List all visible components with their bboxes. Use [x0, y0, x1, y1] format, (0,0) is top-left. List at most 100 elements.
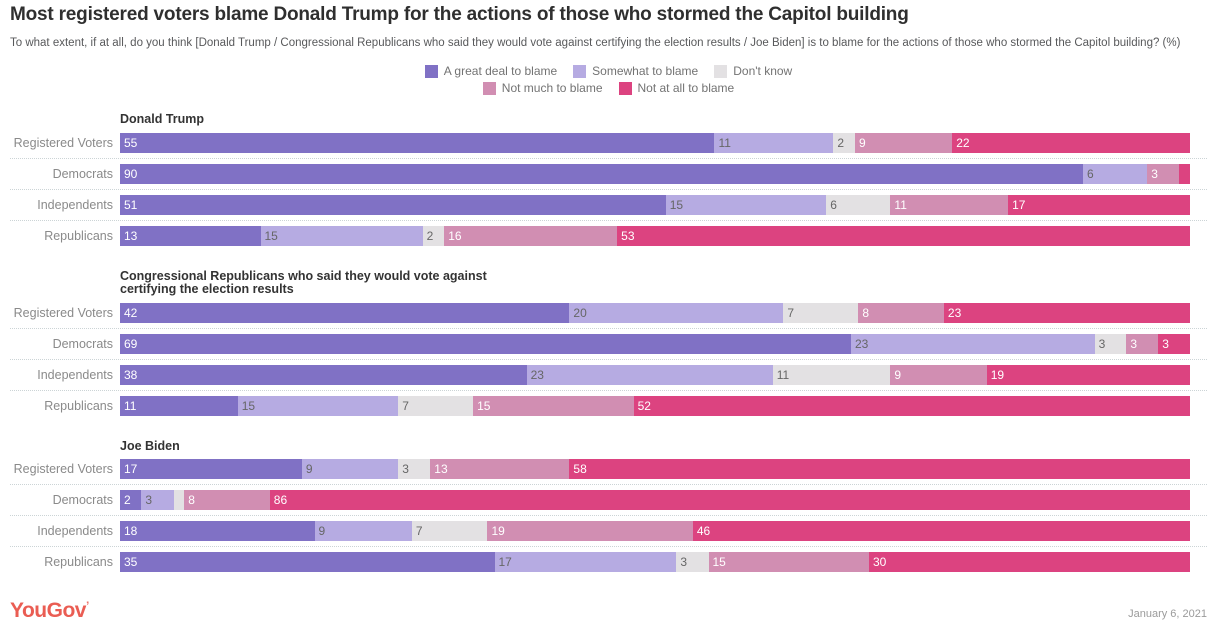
bar-track: 55 11 2 9 22 — [120, 132, 1190, 153]
stacked-bar-chart: Donald Trump Registered Voters 55 11 2 9 22 Dem… — [10, 112, 1207, 572]
bar-value-label: 30 — [873, 555, 887, 569]
bar-segment: 2 — [120, 490, 142, 510]
row-label: Republicans — [44, 228, 113, 243]
chart-section: Joe Biden Registered Voters 17 9 3 13 58 Democr… — [10, 439, 1207, 572]
bar-segment: 17 — [494, 552, 677, 572]
bar-track: 13 15 2 16 53 — [120, 225, 1190, 246]
bar-segment: 38 — [120, 364, 527, 385]
page-title: Most registered voters blame Donald Trum… — [10, 4, 909, 25]
bar-segment: 18 — [120, 521, 315, 541]
bar-value-label: 6 — [1087, 166, 1094, 181]
chart-row: Independents 18 9 7 19 46 — [10, 521, 1207, 547]
bar-segment: 86 — [269, 490, 1190, 510]
bar-value-label: 2 — [837, 135, 845, 150]
bar-value-label: 17 — [498, 555, 512, 569]
row-label: Registered Voters — [13, 305, 113, 320]
bar-value-label: 9 — [318, 524, 326, 538]
bar-segment: 55 — [120, 132, 715, 153]
bar-track: 11 15 7 15 52 — [120, 395, 1191, 416]
bar-track: 2 3 8 86 — [120, 490, 1190, 510]
legend-item: Somewhat to blame — [573, 64, 698, 78]
bar-segment: 3 — [1126, 333, 1159, 354]
bar-segment: 52 — [633, 395, 1191, 416]
bar-value-label: 7 — [787, 305, 795, 320]
bar-segment — [173, 490, 185, 510]
bar-segment: 9 — [301, 459, 399, 479]
legend-item: A great deal to blame — [424, 64, 558, 78]
bar-value-label: 38 — [124, 367, 138, 382]
bar-segment: 19 — [986, 364, 1190, 385]
bar-segment: 17 — [120, 459, 302, 479]
bar-segment: 6 — [1083, 163, 1148, 184]
bar-segment: 11 — [714, 132, 834, 153]
legend-label: Don't know — [733, 64, 793, 78]
bar-segment: 7 — [411, 521, 488, 541]
bar-value-label: 42 — [124, 305, 138, 320]
chart-row: Democrats 90 6 3 — [10, 163, 1207, 190]
bar-segment: 22 — [952, 132, 1190, 153]
legend-label: A great deal to blame — [443, 64, 558, 78]
chart-row: Registered Voters 17 9 3 13 58 — [10, 459, 1207, 485]
bar-segment: 3 — [1094, 333, 1127, 354]
bar-segment: 58 — [569, 459, 1190, 479]
bar-value-label: 3 — [1130, 336, 1138, 351]
row-label: Independents — [37, 367, 113, 382]
bar-segment: 3 — [398, 459, 431, 479]
bar-segment: 3 — [1158, 333, 1190, 354]
legend-row: A great deal to blame Somewhat to blame Do… — [424, 64, 793, 78]
chart-row: Democrats 69 23 3 3 3 — [10, 333, 1207, 360]
bar-segment: 8 — [858, 302, 944, 323]
bar-segment: 6 — [826, 194, 891, 215]
row-label: Registered Voters — [13, 462, 113, 476]
bar-track: 38 23 11 9 19 — [120, 364, 1190, 385]
bar-track: 18 9 7 19 46 — [120, 521, 1190, 541]
legend-item: Not at all to blame — [618, 81, 735, 95]
bar-value-label: 8 — [188, 493, 195, 507]
bar-value-label: 53 — [621, 228, 635, 243]
bar-value-label: 17 — [1012, 197, 1026, 212]
bar-segment: 53 — [617, 225, 1190, 246]
legend-label: Not at all to blame — [637, 81, 735, 95]
bar-value-label: 8 — [862, 305, 869, 320]
chart-row: Republicans 35 17 3 15 30 — [10, 552, 1207, 572]
bar-track: 69 23 3 3 3 — [120, 333, 1190, 354]
bar-segment: 7 — [398, 395, 474, 416]
legend-row: Not much to blame Not at all to blame — [482, 81, 735, 95]
bar-value-label: 15 — [669, 197, 684, 212]
bar-segment: 23 — [943, 302, 1190, 323]
yougov-logo: YouGov’ — [10, 599, 89, 622]
chart-section: Donald Trump Registered Voters 55 11 2 9 22 Dem… — [10, 112, 1207, 246]
legend-swatch-icon — [714, 64, 728, 78]
bar-value-label: 20 — [573, 305, 587, 320]
legend-swatch-icon — [482, 81, 496, 95]
chart-row: Democrats 2 3 8 86 — [10, 490, 1207, 516]
bar-segment: 69 — [120, 333, 851, 354]
bar-value-label: 69 — [124, 336, 138, 351]
bar-value-label: 17 — [124, 462, 138, 476]
bar-segment: 46 — [692, 521, 1190, 541]
chart-footer: YouGov’ January 6, 2021 — [10, 599, 1207, 623]
bar-value-label: 9 — [858, 135, 866, 150]
bar-value-label: 18 — [124, 524, 138, 538]
chart-row: Republicans 13 15 2 16 53 — [10, 225, 1207, 246]
row-label: Independents — [37, 524, 113, 538]
bar-value-label: 7 — [402, 398, 409, 413]
chart-row: Registered Voters 42 20 7 8 23 — [10, 302, 1207, 329]
chart-row: Republicans 11 15 7 15 52 — [10, 395, 1207, 416]
legend-swatch-icon — [618, 81, 632, 95]
chart-date: January 6, 2021 — [1128, 608, 1207, 620]
row-label: Registered Voters — [13, 135, 113, 150]
bar-value-label: 15 — [241, 398, 256, 413]
bar-value-label: 15 — [264, 228, 278, 243]
bar-segment: 13 — [430, 459, 570, 479]
bar-value-label: 2 — [426, 228, 434, 243]
bar-segment: 15 — [665, 194, 827, 215]
bar-value-label: 7 — [415, 524, 423, 538]
bar-value-label: 58 — [573, 462, 587, 476]
bar-track: 17 9 3 13 58 — [120, 459, 1190, 479]
bar-value-label: 2 — [124, 493, 131, 507]
section-rows: Registered Voters 42 20 7 8 23 Democrats 69 23 3 3… — [10, 302, 1207, 416]
legend-swatch-icon — [424, 64, 438, 78]
bar-segment: 30 — [869, 552, 1190, 572]
